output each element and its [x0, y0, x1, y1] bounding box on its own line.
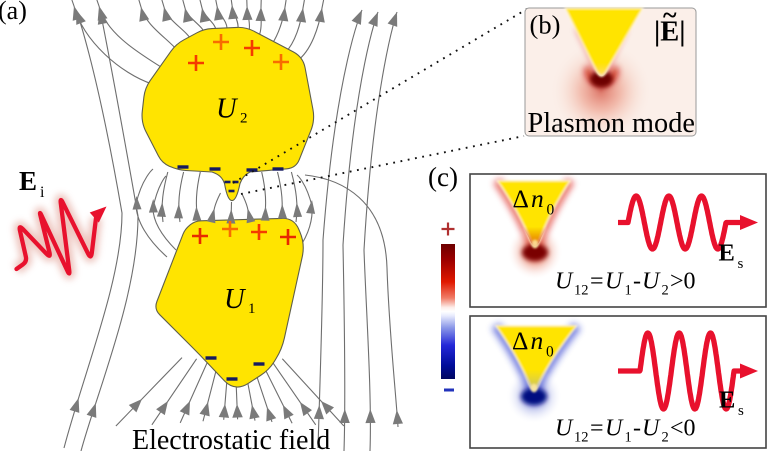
- svg-text:s: s: [738, 403, 744, 419]
- svg-text:U: U: [555, 269, 574, 295]
- svg-text:-: -: [633, 269, 641, 295]
- svg-text:n: n: [531, 326, 544, 355]
- svg-text:Δ: Δ: [512, 326, 528, 355]
- svg-text:2: 2: [240, 111, 248, 127]
- svg-text:0: 0: [547, 202, 555, 219]
- svg-text:(a): (a): [0, 0, 27, 25]
- svg-text:Plasmon mode: Plasmon mode: [528, 108, 695, 139]
- svg-text:E: E: [719, 387, 735, 414]
- svg-text:1: 1: [625, 430, 632, 446]
- svg-text:Electrostatic field: Electrostatic field: [132, 425, 330, 451]
- svg-text:E: E: [19, 166, 37, 196]
- svg-text:U: U: [605, 269, 624, 295]
- svg-text:U: U: [216, 94, 239, 125]
- svg-text:U: U: [605, 416, 624, 442]
- svg-text:U: U: [642, 416, 661, 442]
- svg-text:2: 2: [662, 283, 669, 299]
- svg-text:(b): (b): [530, 10, 561, 40]
- svg-text:U: U: [642, 269, 661, 295]
- svg-text:i: i: [40, 184, 45, 201]
- svg-text:s: s: [738, 256, 744, 272]
- svg-text:>0: >0: [670, 269, 696, 295]
- svg-text:=: =: [590, 269, 604, 295]
- svg-text:2: 2: [662, 430, 669, 446]
- svg-text:U: U: [224, 284, 247, 315]
- svg-text:(c): (c): [428, 162, 458, 192]
- svg-text:E: E: [719, 240, 735, 267]
- svg-text:-: -: [633, 416, 641, 442]
- svg-text:12: 12: [574, 283, 589, 299]
- svg-text:0: 0: [546, 344, 554, 361]
- svg-text:U: U: [555, 416, 574, 442]
- svg-text:Δ: Δ: [513, 184, 529, 213]
- svg-text:<0: <0: [670, 416, 696, 442]
- svg-text:12: 12: [574, 430, 589, 446]
- svg-text:1: 1: [248, 301, 256, 317]
- svg-text:~: ~: [663, 1, 677, 30]
- svg-text:1: 1: [625, 283, 632, 299]
- svg-text:=: =: [590, 416, 604, 442]
- svg-text:n: n: [531, 184, 544, 213]
- svg-text:|E|: |E|: [654, 17, 686, 48]
